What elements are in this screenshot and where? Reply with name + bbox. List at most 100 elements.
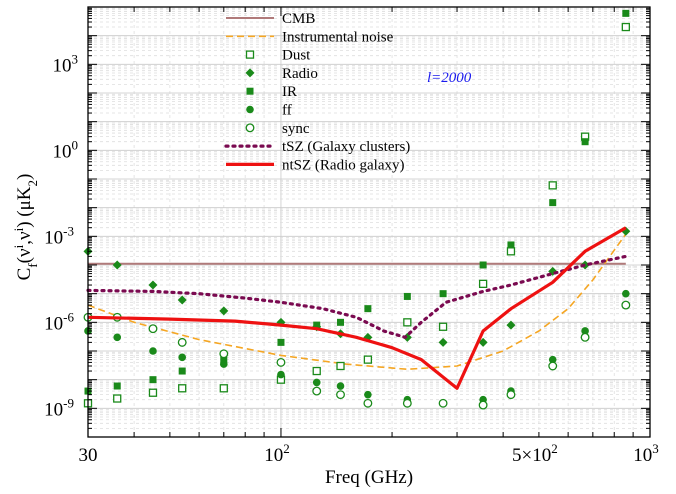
series-ntsz-radio-galaxy — [87, 226, 627, 390]
series-line-tsz-galaxy-clusters — [86, 254, 628, 339]
data-point-ff — [178, 353, 187, 362]
x-tick-label: 103 — [633, 441, 659, 466]
legend-label: tSZ (Galaxy clusters) — [282, 139, 410, 155]
data-point-ir — [337, 318, 345, 326]
data-point-dust — [621, 22, 630, 32]
data-point-dust — [478, 279, 488, 289]
data-point-ir — [277, 338, 285, 346]
data-point-sync — [312, 386, 322, 396]
data-point-radio — [506, 320, 516, 330]
grid — [87, 6, 651, 438]
data-point-dust — [312, 366, 321, 376]
data-point-ir — [313, 321, 321, 329]
axes: 30 102 5×102 103 10-9 10-6 10-3 100 103 — [44, 6, 659, 466]
series-sync — [83, 300, 631, 410]
legend-label: ff — [282, 103, 292, 119]
data-point-sync — [478, 400, 488, 410]
series-instrumental-noise — [87, 233, 627, 371]
data-point-ff — [219, 360, 228, 368]
data-point-dust — [403, 318, 412, 327]
data-point-dust — [148, 388, 158, 397]
y-tick-label: 10-6 — [44, 309, 74, 334]
x-tick-label: 5×102 — [512, 441, 558, 466]
data-point-sync — [219, 349, 229, 359]
legend-entry-cmb: CMB — [226, 11, 315, 27]
data-point-ir — [113, 382, 121, 390]
data-point-ir — [178, 367, 186, 375]
plot-frame — [87, 6, 651, 438]
legend-label: CMB — [282, 11, 315, 27]
y-tick-label: 100 — [53, 137, 79, 162]
data-point-ir — [622, 9, 630, 17]
series-line-ntsz-radio-galaxy — [87, 226, 627, 390]
series-line-instrumental-noise — [87, 233, 627, 371]
legend-swatch — [245, 68, 255, 78]
data-point-ir — [220, 356, 228, 364]
legend-label: sync — [282, 121, 310, 137]
legend-entry-ir: IR — [246, 84, 297, 100]
legend-entry-tsz-galaxy-clusters: tSZ (Galaxy clusters) — [224, 139, 410, 155]
legend-swatch — [246, 87, 254, 95]
data-point-ir — [439, 290, 447, 298]
legend-label: Dust — [282, 48, 311, 64]
data-point-radio — [112, 260, 122, 270]
y-tick-label: 10-3 — [44, 223, 74, 248]
data-point-sync — [621, 300, 631, 310]
data-point-sync — [506, 390, 516, 400]
data-point-sync — [363, 398, 373, 408]
legend-entry-sync: sync — [245, 121, 310, 137]
data-point-ir — [479, 261, 487, 269]
legend-label: Radio — [282, 66, 318, 82]
data-point-ff — [149, 347, 157, 355]
data-point-dust — [113, 394, 122, 403]
series-ff — [84, 289, 630, 408]
data-point-ir — [149, 376, 157, 384]
data-point-ff — [277, 370, 285, 379]
y-axis-title: Cf(νi,νi) (μK2) — [11, 174, 40, 281]
data-point-sync — [438, 398, 448, 408]
data-point-dust — [336, 361, 345, 371]
legend: CMB Instrumental noise Dust Radio IR ff sync tS… — [224, 11, 410, 173]
legend-swatch — [246, 105, 254, 114]
legend-swatch — [245, 123, 255, 133]
legend-entry-instrumental-noise: Instrumental noise — [226, 29, 394, 45]
data-point-sync — [548, 361, 558, 371]
data-point-ff — [548, 355, 557, 364]
data-point-ir — [507, 241, 515, 249]
data-point-radio — [438, 337, 448, 347]
data-point-sync — [148, 324, 158, 334]
data-point-sync — [402, 398, 412, 408]
data-point-dust — [548, 181, 557, 190]
data-point-radio — [148, 280, 158, 290]
ell-annotation: l=2000 — [427, 70, 472, 86]
data-point-radio — [177, 295, 187, 305]
data-point-dust — [219, 384, 228, 393]
data-point-ff — [336, 382, 345, 390]
data-point-dust — [438, 322, 448, 331]
x-tick-label: 102 — [264, 441, 290, 466]
data-point-ir — [549, 199, 557, 207]
data-point-radio — [478, 337, 488, 347]
data-point-ir — [403, 292, 411, 300]
data-point-sync — [177, 337, 187, 347]
y-tick-label: 10-9 — [44, 395, 74, 420]
legend-entry-ff: ff — [246, 103, 292, 119]
legend-label: Instrumental noise — [282, 29, 394, 45]
y-tick-label: 103 — [53, 51, 79, 76]
data-point-ff — [113, 333, 122, 342]
legend-label: ntSZ (Radio galaxy) — [282, 157, 404, 173]
data-point-ir — [364, 305, 372, 313]
data-point-sync — [580, 332, 590, 342]
data-point-dust — [178, 384, 187, 393]
data-point-sync — [276, 357, 286, 367]
legend-swatch — [245, 50, 255, 59]
plot-series — [83, 9, 631, 410]
legend-entry-radio: Radio — [245, 66, 318, 82]
data-point-radio — [402, 332, 412, 342]
data-point-ff — [364, 390, 372, 399]
data-point-radio — [219, 306, 229, 316]
data-point-ff — [622, 289, 630, 298]
data-point-ir — [581, 138, 589, 146]
series-ir — [84, 9, 630, 395]
data-point-ff — [581, 327, 589, 335]
